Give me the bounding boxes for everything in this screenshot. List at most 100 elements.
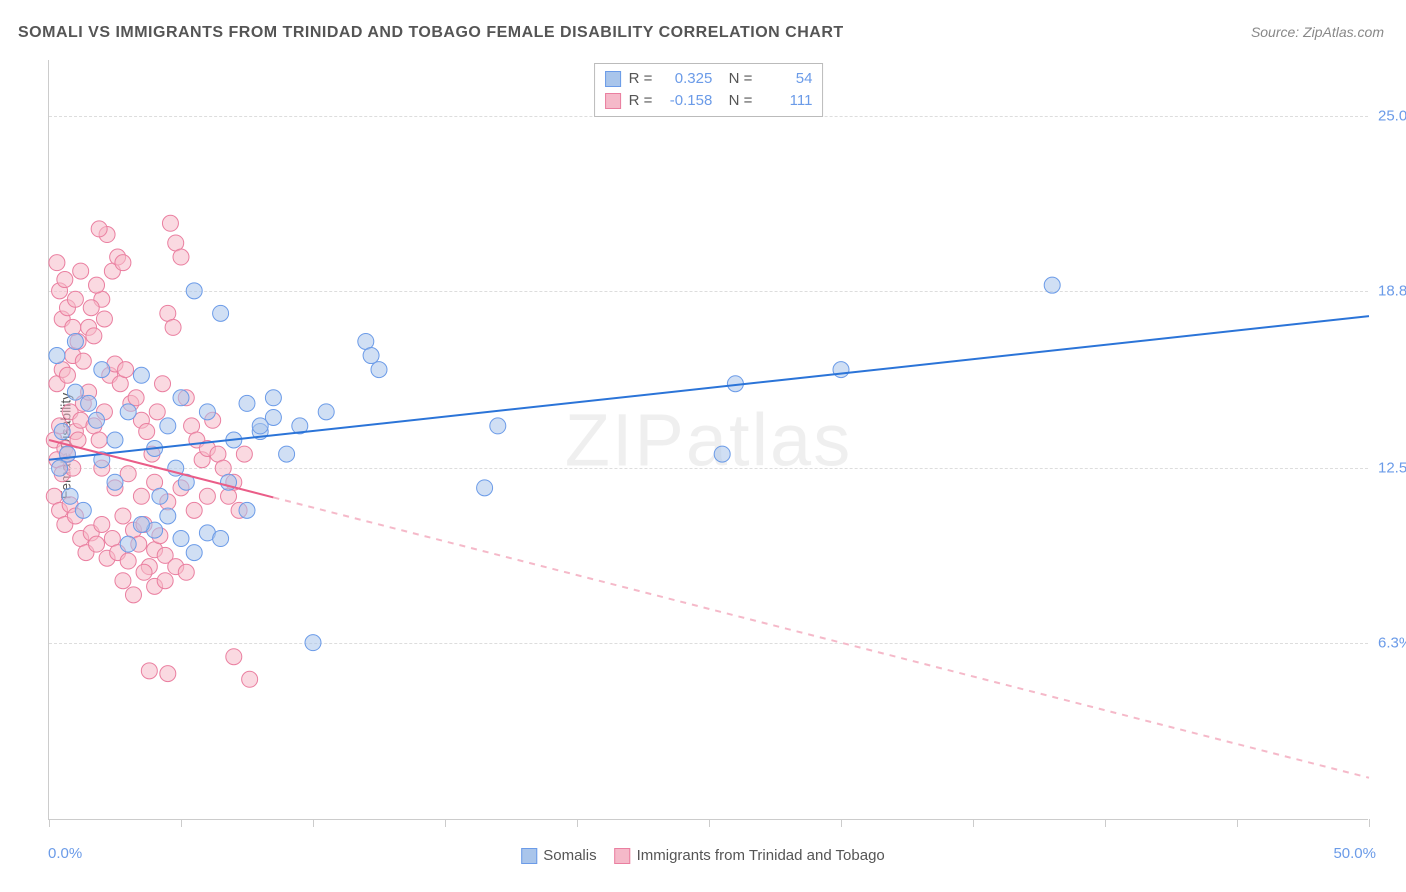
data-point xyxy=(67,291,83,307)
data-point xyxy=(173,249,189,265)
x-axis-min-label: 0.0% xyxy=(48,845,82,862)
scatter-plot xyxy=(49,60,1368,819)
data-point xyxy=(157,573,173,589)
data-point xyxy=(128,390,144,406)
data-point xyxy=(165,319,181,335)
data-point xyxy=(75,502,91,518)
data-point xyxy=(49,348,65,364)
data-point xyxy=(363,348,379,364)
x-tick xyxy=(313,819,314,827)
data-point xyxy=(91,221,107,237)
data-point xyxy=(125,587,141,603)
data-point xyxy=(59,446,75,462)
data-point xyxy=(173,390,189,406)
legend: Somalis Immigrants from Trinidad and Tob… xyxy=(521,847,885,864)
data-point xyxy=(133,367,149,383)
data-point xyxy=(120,536,136,552)
y-tick-label: 6.3% xyxy=(1378,634,1406,651)
y-tick-label: 25.0% xyxy=(1378,108,1406,125)
data-point xyxy=(186,545,202,561)
stat-n-label: N = xyxy=(720,90,752,112)
data-point xyxy=(213,531,229,547)
swatch-series1 xyxy=(605,71,621,87)
plot-area: 6.3%12.5%18.8%25.0% ZIPatlas R = 0.325 N… xyxy=(48,60,1368,820)
data-point xyxy=(120,404,136,420)
chart-title: SOMALI VS IMMIGRANTS FROM TRINIDAD AND T… xyxy=(18,24,844,42)
data-point xyxy=(173,531,189,547)
data-point xyxy=(107,432,123,448)
data-point xyxy=(242,671,258,687)
data-point xyxy=(1044,277,1060,293)
data-point xyxy=(115,508,131,524)
stats-row-2: R = -0.158 N = 111 xyxy=(605,90,813,112)
data-point xyxy=(107,474,123,490)
x-axis-max-label: 50.0% xyxy=(1333,845,1376,862)
data-point xyxy=(133,516,149,532)
stats-row-1: R = 0.325 N = 54 xyxy=(605,68,813,90)
data-point xyxy=(186,283,202,299)
regression-line xyxy=(273,497,1369,777)
data-point xyxy=(136,564,152,580)
x-tick xyxy=(49,819,50,827)
data-point xyxy=(318,404,334,420)
data-point xyxy=(265,390,281,406)
legend-label-1: Somalis xyxy=(543,847,596,864)
x-tick xyxy=(1105,819,1106,827)
x-tick xyxy=(445,819,446,827)
data-point xyxy=(155,376,171,392)
stat-r-label: R = xyxy=(629,68,653,90)
stat-n1-value: 54 xyxy=(760,68,812,90)
stats-box: R = 0.325 N = 54 R = -0.158 N = 111 xyxy=(594,63,824,117)
data-point xyxy=(160,666,176,682)
data-point xyxy=(96,311,112,327)
data-point xyxy=(57,272,73,288)
data-point xyxy=(133,488,149,504)
x-tick xyxy=(709,819,710,827)
data-point xyxy=(160,418,176,434)
x-tick xyxy=(1369,819,1370,827)
x-tick xyxy=(1237,819,1238,827)
y-tick-label: 12.5% xyxy=(1378,460,1406,477)
swatch-series2 xyxy=(605,93,621,109)
data-point xyxy=(141,663,157,679)
data-point xyxy=(371,362,387,378)
legend-swatch-2 xyxy=(615,848,631,864)
data-point xyxy=(152,488,168,504)
data-point xyxy=(75,353,91,369)
data-point xyxy=(252,418,268,434)
regression-line xyxy=(49,316,1369,460)
data-point xyxy=(236,446,252,462)
stat-n2-value: 111 xyxy=(760,90,812,112)
data-point xyxy=(239,502,255,518)
data-point xyxy=(160,508,176,524)
x-tick xyxy=(841,819,842,827)
data-point xyxy=(91,432,107,448)
source-label: Source: ZipAtlas.com xyxy=(1251,24,1384,40)
data-point xyxy=(65,319,81,335)
chart-container: SOMALI VS IMMIGRANTS FROM TRINIDAD AND T… xyxy=(0,0,1406,892)
legend-label-2: Immigrants from Trinidad and Tobago xyxy=(637,847,885,864)
data-point xyxy=(120,553,136,569)
data-point xyxy=(213,305,229,321)
data-point xyxy=(115,255,131,271)
data-point xyxy=(226,649,242,665)
data-point xyxy=(83,300,99,316)
legend-item-1: Somalis xyxy=(521,847,596,864)
data-point xyxy=(714,446,730,462)
data-point xyxy=(833,362,849,378)
y-tick-label: 18.8% xyxy=(1378,282,1406,299)
x-tick xyxy=(577,819,578,827)
stat-r-label: R = xyxy=(629,90,653,112)
data-point xyxy=(59,367,75,383)
data-point xyxy=(490,418,506,434)
data-point xyxy=(73,263,89,279)
data-point xyxy=(94,362,110,378)
data-point xyxy=(52,460,68,476)
data-point xyxy=(67,384,83,400)
data-point xyxy=(305,635,321,651)
data-point xyxy=(239,395,255,411)
x-tick xyxy=(973,819,974,827)
legend-swatch-1 xyxy=(521,848,537,864)
data-point xyxy=(199,404,215,420)
data-point xyxy=(86,328,102,344)
